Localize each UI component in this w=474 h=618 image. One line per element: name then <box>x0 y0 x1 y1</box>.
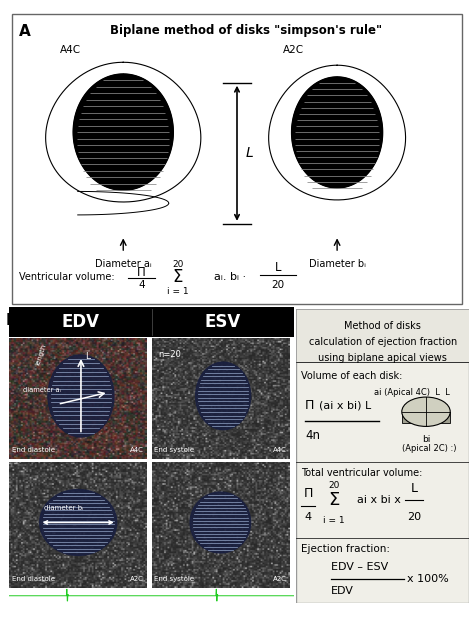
Text: aᵢ. bᵢ ·: aᵢ. bᵢ · <box>214 271 246 282</box>
Text: length: length <box>34 342 47 366</box>
Text: Diameter aᵢ: Diameter aᵢ <box>95 259 152 269</box>
Text: (Apical 2C) :): (Apical 2C) :) <box>402 444 456 453</box>
Text: Diameter bᵢ: Diameter bᵢ <box>309 259 365 269</box>
Text: 20: 20 <box>407 512 421 522</box>
Text: B: B <box>6 313 18 328</box>
Text: Ventricular volume:: Ventricular volume: <box>18 271 114 282</box>
Text: L: L <box>246 146 254 160</box>
Text: i = 1: i = 1 <box>323 516 345 525</box>
Text: (ai x bi) L: (ai x bi) L <box>319 401 371 411</box>
Text: calculation of ejection fraction: calculation of ejection fraction <box>309 337 457 347</box>
Text: Π: Π <box>305 399 314 412</box>
Text: Σ: Σ <box>328 491 340 509</box>
Text: 4n: 4n <box>305 429 320 442</box>
Text: n=20: n=20 <box>158 350 182 359</box>
Bar <box>296 309 469 362</box>
Text: L: L <box>275 261 281 274</box>
Text: Total ventricular volume:: Total ventricular volume: <box>301 467 423 478</box>
Text: L: L <box>85 352 90 360</box>
Text: Π: Π <box>304 488 313 501</box>
Text: EDV: EDV <box>62 313 100 331</box>
Ellipse shape <box>402 397 450 426</box>
Text: A4C: A4C <box>60 44 81 54</box>
Text: Biplane method of disks "simpson's rule": Biplane method of disks "simpson's rule" <box>110 24 382 37</box>
Text: Π: Π <box>137 266 146 279</box>
Polygon shape <box>196 362 251 430</box>
Text: A2C: A2C <box>283 44 304 54</box>
Text: Method of disks: Method of disks <box>344 321 421 331</box>
Text: ESV: ESV <box>205 313 241 331</box>
Text: using biplane apical views: using biplane apical views <box>319 353 447 363</box>
Text: diameter aᵢ: diameter aᵢ <box>23 387 61 393</box>
Polygon shape <box>48 355 114 437</box>
Text: Σ: Σ <box>173 268 183 286</box>
Text: A: A <box>18 24 30 39</box>
Text: Ejection fraction:: Ejection fraction: <box>301 544 391 554</box>
Polygon shape <box>190 492 251 553</box>
Text: 20: 20 <box>172 260 183 269</box>
Text: ai (Apical 4C)  L  L: ai (Apical 4C) L L <box>374 388 450 397</box>
Text: A2C: A2C <box>273 576 286 582</box>
Text: Volume of each disk:: Volume of each disk: <box>301 371 403 381</box>
Bar <box>402 412 450 423</box>
Text: End systole: End systole <box>155 576 194 582</box>
Text: A2C: A2C <box>130 576 144 582</box>
Text: bi: bi <box>422 435 430 444</box>
Text: A4C: A4C <box>130 447 144 452</box>
Text: A4C: A4C <box>273 447 286 452</box>
Polygon shape <box>292 77 383 188</box>
Text: x 100%: x 100% <box>407 574 449 584</box>
Text: EDV – ESV: EDV – ESV <box>331 562 388 572</box>
Text: 4: 4 <box>138 281 145 290</box>
Text: 20: 20 <box>328 481 340 489</box>
Text: 20: 20 <box>272 281 284 290</box>
Text: End diastole: End diastole <box>12 576 55 582</box>
Polygon shape <box>73 74 173 190</box>
Text: diameter bᵢ: diameter bᵢ <box>44 505 83 511</box>
Text: End diastole: End diastole <box>12 447 55 452</box>
Text: i = 1: i = 1 <box>167 287 189 296</box>
Text: 4: 4 <box>305 512 312 522</box>
Text: L: L <box>410 481 418 494</box>
Text: ai x bi x: ai x bi x <box>357 495 401 505</box>
Polygon shape <box>40 489 117 556</box>
Text: EDV: EDV <box>331 586 354 596</box>
Text: End systole: End systole <box>155 447 194 452</box>
